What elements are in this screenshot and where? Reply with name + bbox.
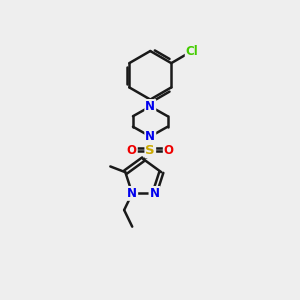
Text: O: O	[127, 144, 137, 157]
Text: N: N	[145, 130, 155, 143]
Text: N: N	[145, 100, 155, 113]
Text: S: S	[146, 144, 155, 157]
Text: N: N	[127, 187, 137, 200]
Text: O: O	[164, 144, 174, 157]
Text: N: N	[149, 187, 160, 200]
Text: Cl: Cl	[186, 45, 199, 58]
